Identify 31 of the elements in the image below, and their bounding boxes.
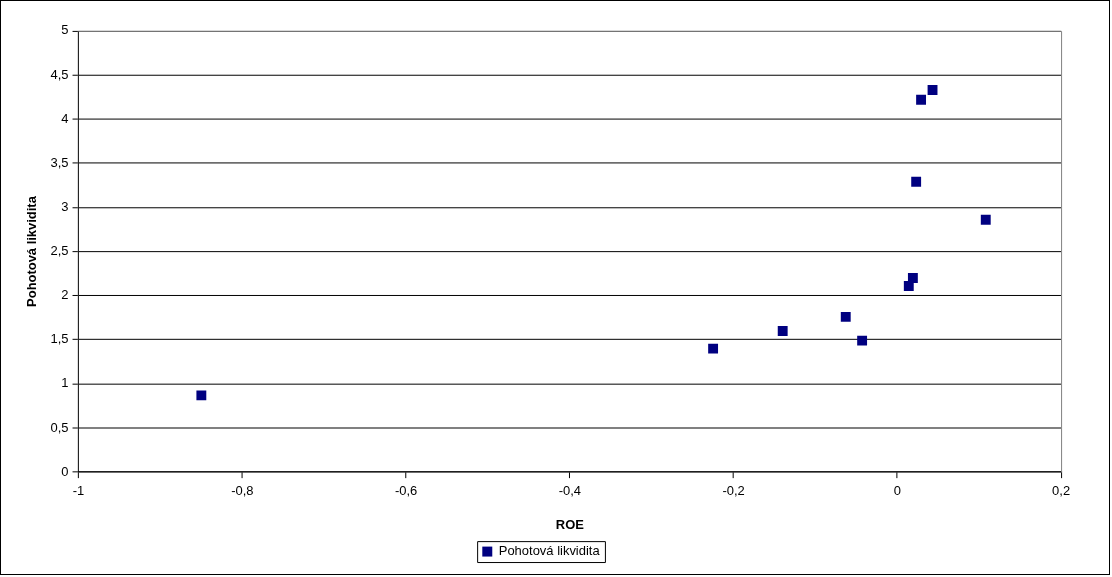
x-tick-label: -0,6 [394, 483, 418, 499]
point [777, 326, 788, 336]
x-tick-label: 0 [893, 483, 901, 499]
point [708, 343, 719, 354]
y-tick-label: 3 [61, 198, 69, 214]
y-tick-label: 1 [61, 375, 69, 391]
x-tick-label: -1 [72, 483, 85, 499]
point [857, 335, 868, 346]
y-tick-label: 5 [61, 22, 69, 38]
y-tick-label: 3,5 [50, 154, 69, 170]
y-axis-title: Pohotová likvidita [24, 195, 40, 307]
y-tick-label: 2 [61, 287, 69, 303]
x-tick-label: -0,2 [722, 483, 745, 499]
legend-label: Pohotová likvidita [498, 543, 601, 559]
point [196, 390, 207, 401]
y-tick-label: 0 [61, 463, 69, 479]
x-tick-label: 0,2 [1052, 483, 1071, 499]
y-tick-label: 0,5 [50, 419, 69, 435]
point [916, 94, 927, 105]
x-tick-label: -0,4 [558, 483, 581, 499]
point [927, 85, 938, 95]
y-tick-label: 1,5 [50, 331, 69, 347]
point [980, 214, 991, 225]
y-tick-label: 2,5 [50, 243, 69, 259]
point [911, 176, 922, 187]
y-tick-label: 4 [61, 110, 69, 126]
x-tick-label: -0,8 [231, 483, 254, 499]
point [907, 273, 918, 283]
point [840, 311, 851, 322]
x-axis-title: ROE [555, 516, 585, 532]
y-tick-label: 4,5 [50, 66, 69, 82]
